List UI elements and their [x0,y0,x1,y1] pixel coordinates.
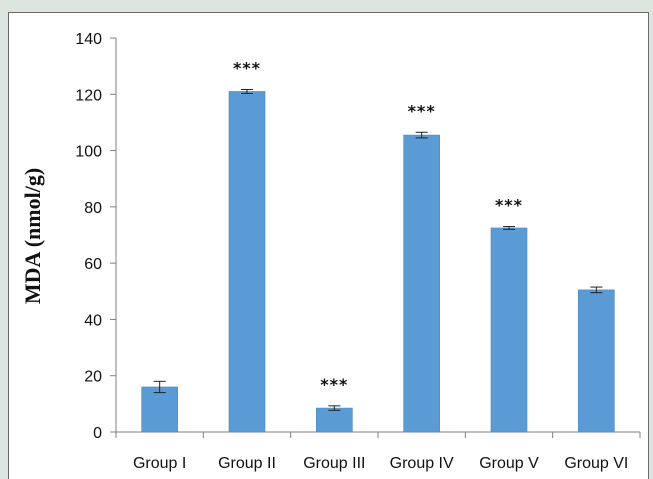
y-tick-label: 120 [75,87,102,104]
x-tick-label: Group VI [564,455,628,472]
x-tick-label: Group V [479,455,539,472]
y-tick-label: 100 [75,144,102,161]
bar [142,387,178,432]
y-tick-label: 20 [84,369,102,386]
y-tick-label: 40 [84,312,102,329]
bar [578,290,614,432]
axes: 0 20 40 60 80 100 120 140 [75,31,640,442]
bar [229,91,265,432]
x-tick-label: Group IV [390,455,454,472]
x-tick-label: Group III [303,455,365,472]
significance-label: *** [320,375,348,394]
y-tick-label: 60 [84,256,102,273]
significance-label: *** [233,59,261,78]
x-tick-label: Group I [133,455,186,472]
y-tick-label: 0 [93,425,102,442]
bar [316,408,352,432]
y-tick-label: 140 [75,31,102,48]
significance-label: *** [408,101,436,120]
bar [404,135,440,432]
significance-label: *** [495,196,523,215]
bars [142,90,615,432]
x-tick-label: Group II [218,455,276,472]
y-tick-label: 80 [84,200,102,217]
y-axis-label: MDA (nmol/g) [20,168,45,304]
labels: Group I *** Group II *** Group III *** Group I… [133,59,628,472]
bar [491,228,527,432]
